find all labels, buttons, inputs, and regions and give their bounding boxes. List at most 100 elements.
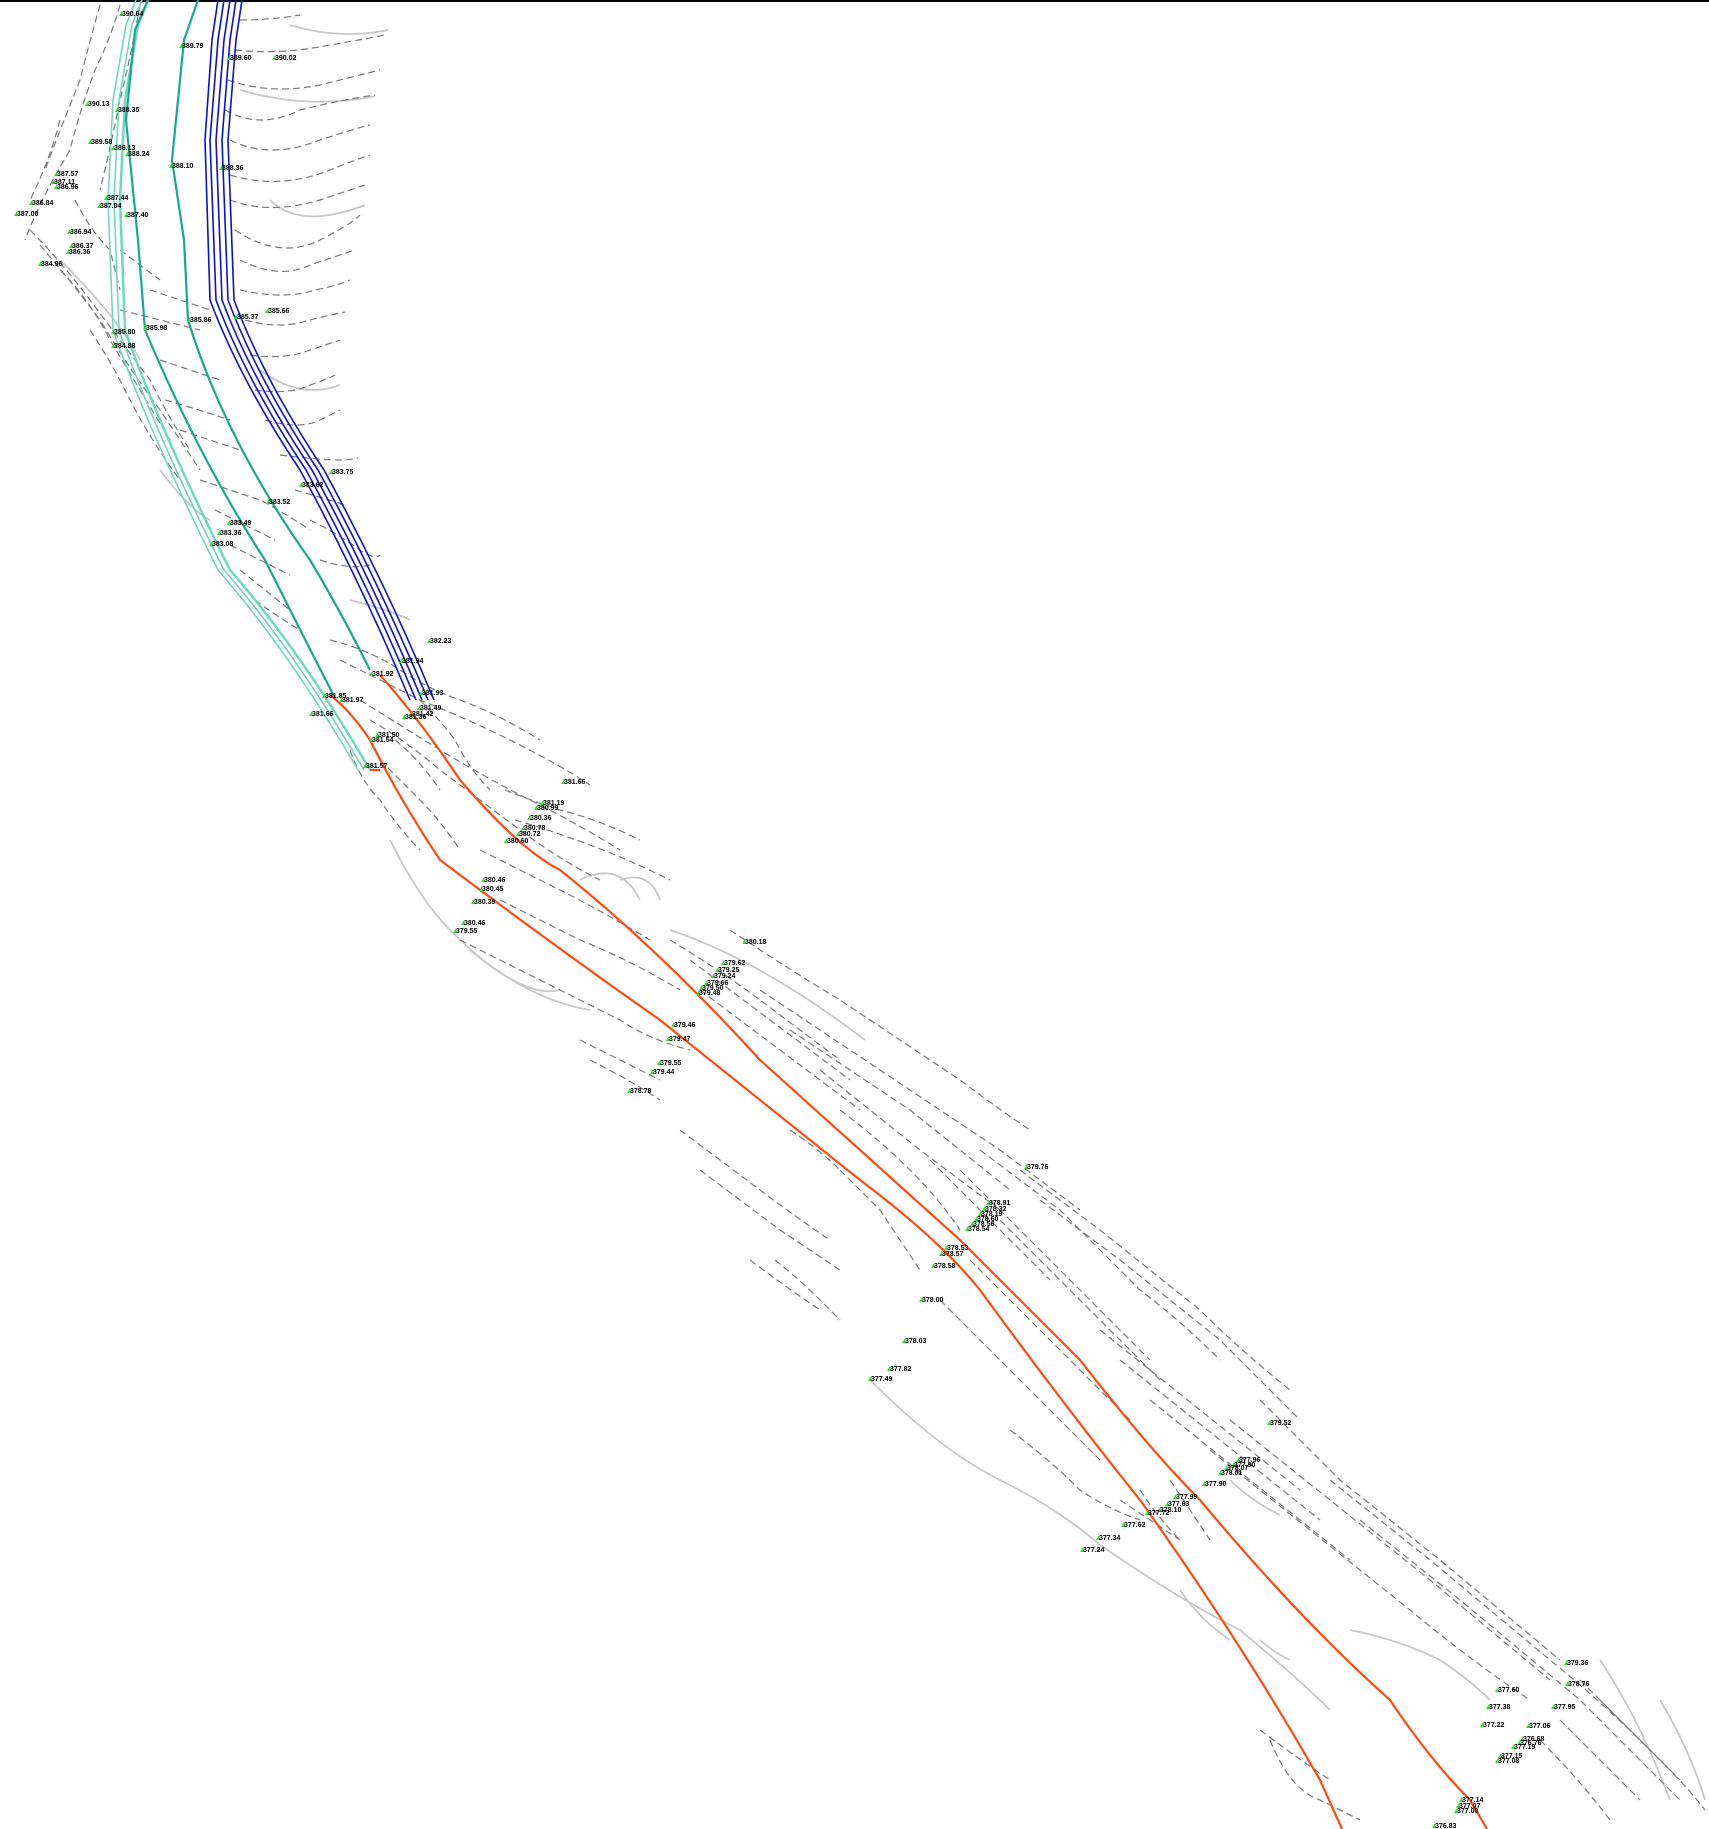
spot-elevation[interactable]: 388.36 <box>219 165 244 172</box>
spot-elevation[interactable]: 388.24 <box>125 151 150 158</box>
spot-elevation[interactable]: 383.36 <box>217 530 242 537</box>
spot-elevation[interactable]: 378.91 <box>986 1200 1011 1207</box>
spot-elevation[interactable]: 381.93 <box>419 690 444 697</box>
spot-elevation[interactable]: 384.96 <box>38 261 63 268</box>
spot-elevation[interactable]: 380.46 <box>461 920 486 927</box>
spot-elevation[interactable]: 377.90 <box>1231 1462 1256 1469</box>
spot-elevation[interactable]: 386.96 <box>54 184 79 191</box>
spot-elevation[interactable]: 378.60 <box>974 1216 999 1223</box>
spot-elevation[interactable]: 377.49 <box>868 1376 893 1383</box>
spot-elevation[interactable]: 385.98 <box>143 325 168 332</box>
spot-elevation[interactable]: 377.82 <box>887 1366 912 1373</box>
spot-elevation[interactable]: 387.11 <box>51 179 75 186</box>
spot-elevation[interactable]: 377.19 <box>1511 1744 1536 1751</box>
spot-elevation[interactable]: 379.24 <box>711 973 736 980</box>
spot-elevation[interactable]: 377.63 <box>1165 1501 1190 1508</box>
spot-elevation[interactable]: 379.62 <box>721 960 746 967</box>
spot-elevation[interactable]: 378.01 <box>1218 1470 1243 1477</box>
spot-elevation[interactable]: 381.19 <box>540 800 565 807</box>
spot-elevation[interactable]: 378.32 <box>982 1206 1007 1213</box>
spot-elevation[interactable]: 387.44 <box>104 195 129 202</box>
spot-elevation[interactable]: 379.44 <box>650 1069 675 1076</box>
spot-elevation[interactable]: 381.94 <box>399 658 424 665</box>
spot-elevation[interactable]: 377.08 <box>1495 1758 1520 1765</box>
spot-elevation[interactable]: 379.52 <box>1267 1420 1292 1427</box>
spot-elevation[interactable]: 383.52 <box>266 499 291 506</box>
spot-elevation[interactable]: 380.36 <box>527 815 552 822</box>
spot-elevation[interactable]: 387.57 <box>54 171 79 178</box>
spot-elevation[interactable]: 383.75 <box>329 469 354 476</box>
spot-elevation[interactable]: 383.49 <box>227 520 252 527</box>
spot-elevation[interactable]: 384.88 <box>111 343 136 350</box>
spot-elevation[interactable]: 377.60 <box>1495 1687 1520 1694</box>
spot-elevation[interactable]: 385.80 <box>111 329 136 336</box>
spot-elevation[interactable]: 390.13 <box>85 101 110 108</box>
road-blue-section[interactable] <box>204 0 435 701</box>
spot-elevation[interactable]: 377.90 <box>1202 1481 1227 1488</box>
spot-elevation[interactable]: 387.40 <box>124 212 149 219</box>
spot-elevation[interactable]: 380.72 <box>516 831 541 838</box>
spot-elevation[interactable]: 379.66 <box>704 980 729 987</box>
spot-elevation[interactable]: 377.95 <box>1551 1704 1576 1711</box>
spot-elevation[interactable]: 388.13 <box>111 145 136 152</box>
spot-elevation[interactable]: 378.10 <box>1157 1507 1182 1514</box>
spot-elevation[interactable]: 380.46 <box>481 877 506 884</box>
spot-elevation[interactable]: 381.36 <box>402 714 427 721</box>
spot-elevation[interactable]: 378.56 <box>970 1221 995 1228</box>
road-red-section[interactable] <box>329 674 1488 1829</box>
spot-elevation[interactable]: 377.00 <box>1454 1808 1479 1815</box>
spot-elevation[interactable]: 379.25 <box>715 967 740 974</box>
spot-elevation[interactable]: 387.04 <box>97 203 122 210</box>
spot-elevation[interactable]: 377.24 <box>1080 1547 1105 1554</box>
spot-elevation[interactable]: 376.68 <box>1520 1736 1545 1743</box>
spot-elevation[interactable]: 381.66 <box>561 779 586 786</box>
spot-elevation[interactable]: 381.85 <box>322 693 347 700</box>
spot-elevation[interactable]: 383.62 <box>299 482 324 489</box>
spot-elevation[interactable]: 379.47 <box>666 1036 691 1043</box>
spot-elevation[interactable]: 378.57 <box>939 1251 964 1258</box>
spot-elevation[interactable]: 386.36 <box>66 249 91 256</box>
spot-elevation[interactable]: 380.39 <box>471 899 496 906</box>
spot-elevation[interactable]: 385.86 <box>187 317 212 324</box>
spot-elevation[interactable]: 379.50 <box>699 985 724 992</box>
spot-elevation[interactable]: 388.10 <box>169 163 194 170</box>
spot-elevation[interactable]: 377.06 <box>1526 1723 1551 1730</box>
spot-elevation[interactable]: 379.48 <box>696 990 721 997</box>
spot-elevation[interactable]: 380.45 <box>479 886 504 893</box>
spot-elevation[interactable]: 379.55 <box>657 1060 682 1067</box>
spot-elevation[interactable]: 379.76 <box>1024 1164 1049 1171</box>
spot-elevation[interactable]: 381.42 <box>409 711 434 718</box>
spot-elevation[interactable]: 386.84 <box>29 200 54 207</box>
spot-elevation[interactable]: 381.50 <box>375 732 400 739</box>
spot-elevation[interactable]: 378.19 <box>978 1211 1003 1218</box>
spot-elevation[interactable]: 379.36 <box>1564 1660 1589 1667</box>
spot-elevation[interactable]: 386.37 <box>69 243 94 250</box>
spot-elevation[interactable]: 377.62 <box>1121 1522 1146 1529</box>
spot-elevation[interactable]: 377.99 <box>1173 1494 1198 1501</box>
spot-elevation[interactable]: 389.58 <box>88 139 113 146</box>
spot-elevation[interactable]: 377.07 <box>1456 1803 1481 1810</box>
spot-elevation[interactable]: 378.78 <box>627 1088 652 1095</box>
spot-elevation[interactable]: 383.08 <box>209 541 234 548</box>
spot-elevation[interactable]: 381.49 <box>417 705 442 712</box>
spot-elevation[interactable]: 378.58 <box>931 1263 956 1270</box>
spot-elevation[interactable]: 377.96 <box>1236 1457 1261 1464</box>
spot-elevation[interactable]: 379.46 <box>671 1022 696 1029</box>
spot-elevation[interactable]: 389.79 <box>179 43 204 50</box>
spot-elevation[interactable]: 380.60 <box>504 838 529 845</box>
spot-elevation[interactable]: 378.53 <box>944 1245 969 1252</box>
spot-elevation[interactable]: 378.03 <box>902 1338 927 1345</box>
spot-elevation[interactable]: 380.18 <box>742 939 767 946</box>
spot-elevation[interactable]: 390.02 <box>272 55 297 62</box>
spot-elevation[interactable]: 377.34 <box>1096 1535 1121 1542</box>
spot-elevation[interactable]: 381.97 <box>339 697 364 704</box>
spot-elevation[interactable]: 381.92 <box>369 671 394 678</box>
spot-elevation[interactable]: 378.54 <box>965 1226 990 1233</box>
spot-elevation[interactable]: 385.66 <box>265 308 290 315</box>
spot-elevation[interactable]: 390.04 <box>119 11 144 18</box>
spot-elevation[interactable]: 376.76 <box>1517 1740 1542 1747</box>
spot-elevation[interactable]: 385.37 <box>234 314 259 321</box>
spot-elevation[interactable]: 378.07 <box>1224 1465 1249 1472</box>
